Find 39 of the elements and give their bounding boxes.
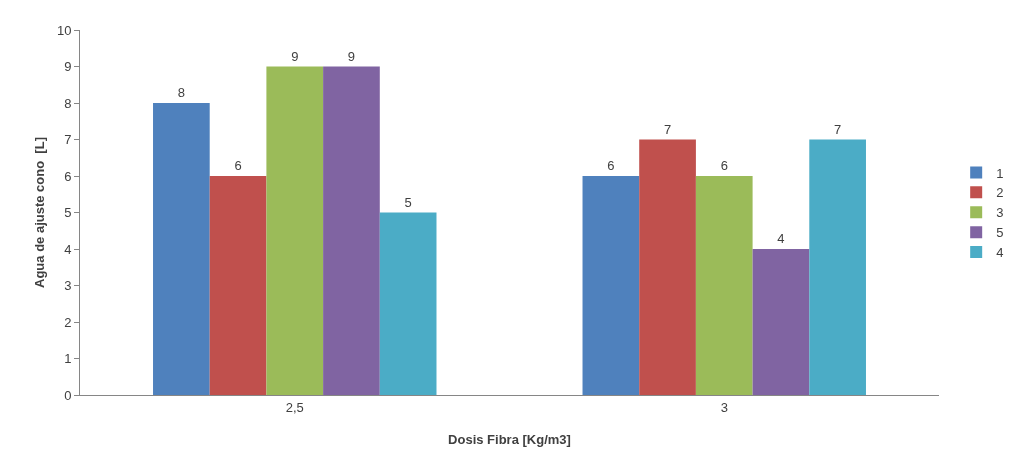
y-tick-label: 3 [64, 278, 72, 294]
legend-label: 2 [996, 185, 1004, 201]
bar [639, 139, 696, 395]
bar [809, 139, 866, 395]
bar [695, 176, 753, 395]
y-tick-label: 10 [56, 22, 72, 38]
y-tick-label: 5 [64, 205, 72, 221]
legend-label: 1 [996, 165, 1004, 181]
x-tick-label: 2,5 [285, 399, 304, 415]
y-tick-label: 6 [64, 168, 72, 184]
bar [153, 103, 210, 395]
data-label: 6 [607, 158, 615, 173]
data-label: 8 [177, 85, 185, 100]
data-label: 6 [720, 158, 728, 173]
bar [323, 66, 380, 395]
x-axis-title: Dosis Fibra [Kg/m3] [448, 432, 571, 447]
data-label: 7 [834, 121, 842, 137]
bar [266, 66, 324, 395]
y-tick-label: 0 [64, 387, 72, 403]
legend-label: 4 [996, 245, 1004, 261]
y-tick-label: 4 [64, 241, 72, 257]
data-label: 4 [777, 231, 785, 246]
y-tick-label: 1 [64, 351, 72, 367]
data-label: 5 [404, 194, 412, 210]
data-label: 7 [663, 121, 672, 137]
y-tick-label: 7 [64, 132, 72, 148]
y-tick-label: 2 [64, 314, 72, 330]
legend-label: 3 [996, 205, 1004, 221]
bar [582, 176, 640, 395]
bar [209, 176, 267, 395]
y-axis-title: Agua de ajuste cono [L] [32, 137, 47, 288]
y-tick-label: 8 [64, 95, 72, 111]
legend-label: 5 [996, 225, 1004, 241]
bar [379, 212, 437, 395]
y-tick-label: 9 [64, 59, 72, 75]
data-label: 9 [347, 48, 356, 64]
data-label: 9 [291, 48, 299, 64]
bar [752, 249, 810, 395]
data-label: 6 [234, 158, 242, 173]
